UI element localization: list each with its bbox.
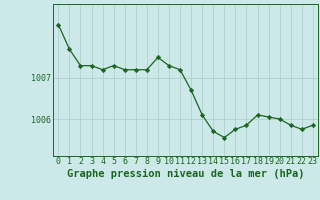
X-axis label: Graphe pression niveau de la mer (hPa): Graphe pression niveau de la mer (hPa)	[67, 169, 304, 179]
